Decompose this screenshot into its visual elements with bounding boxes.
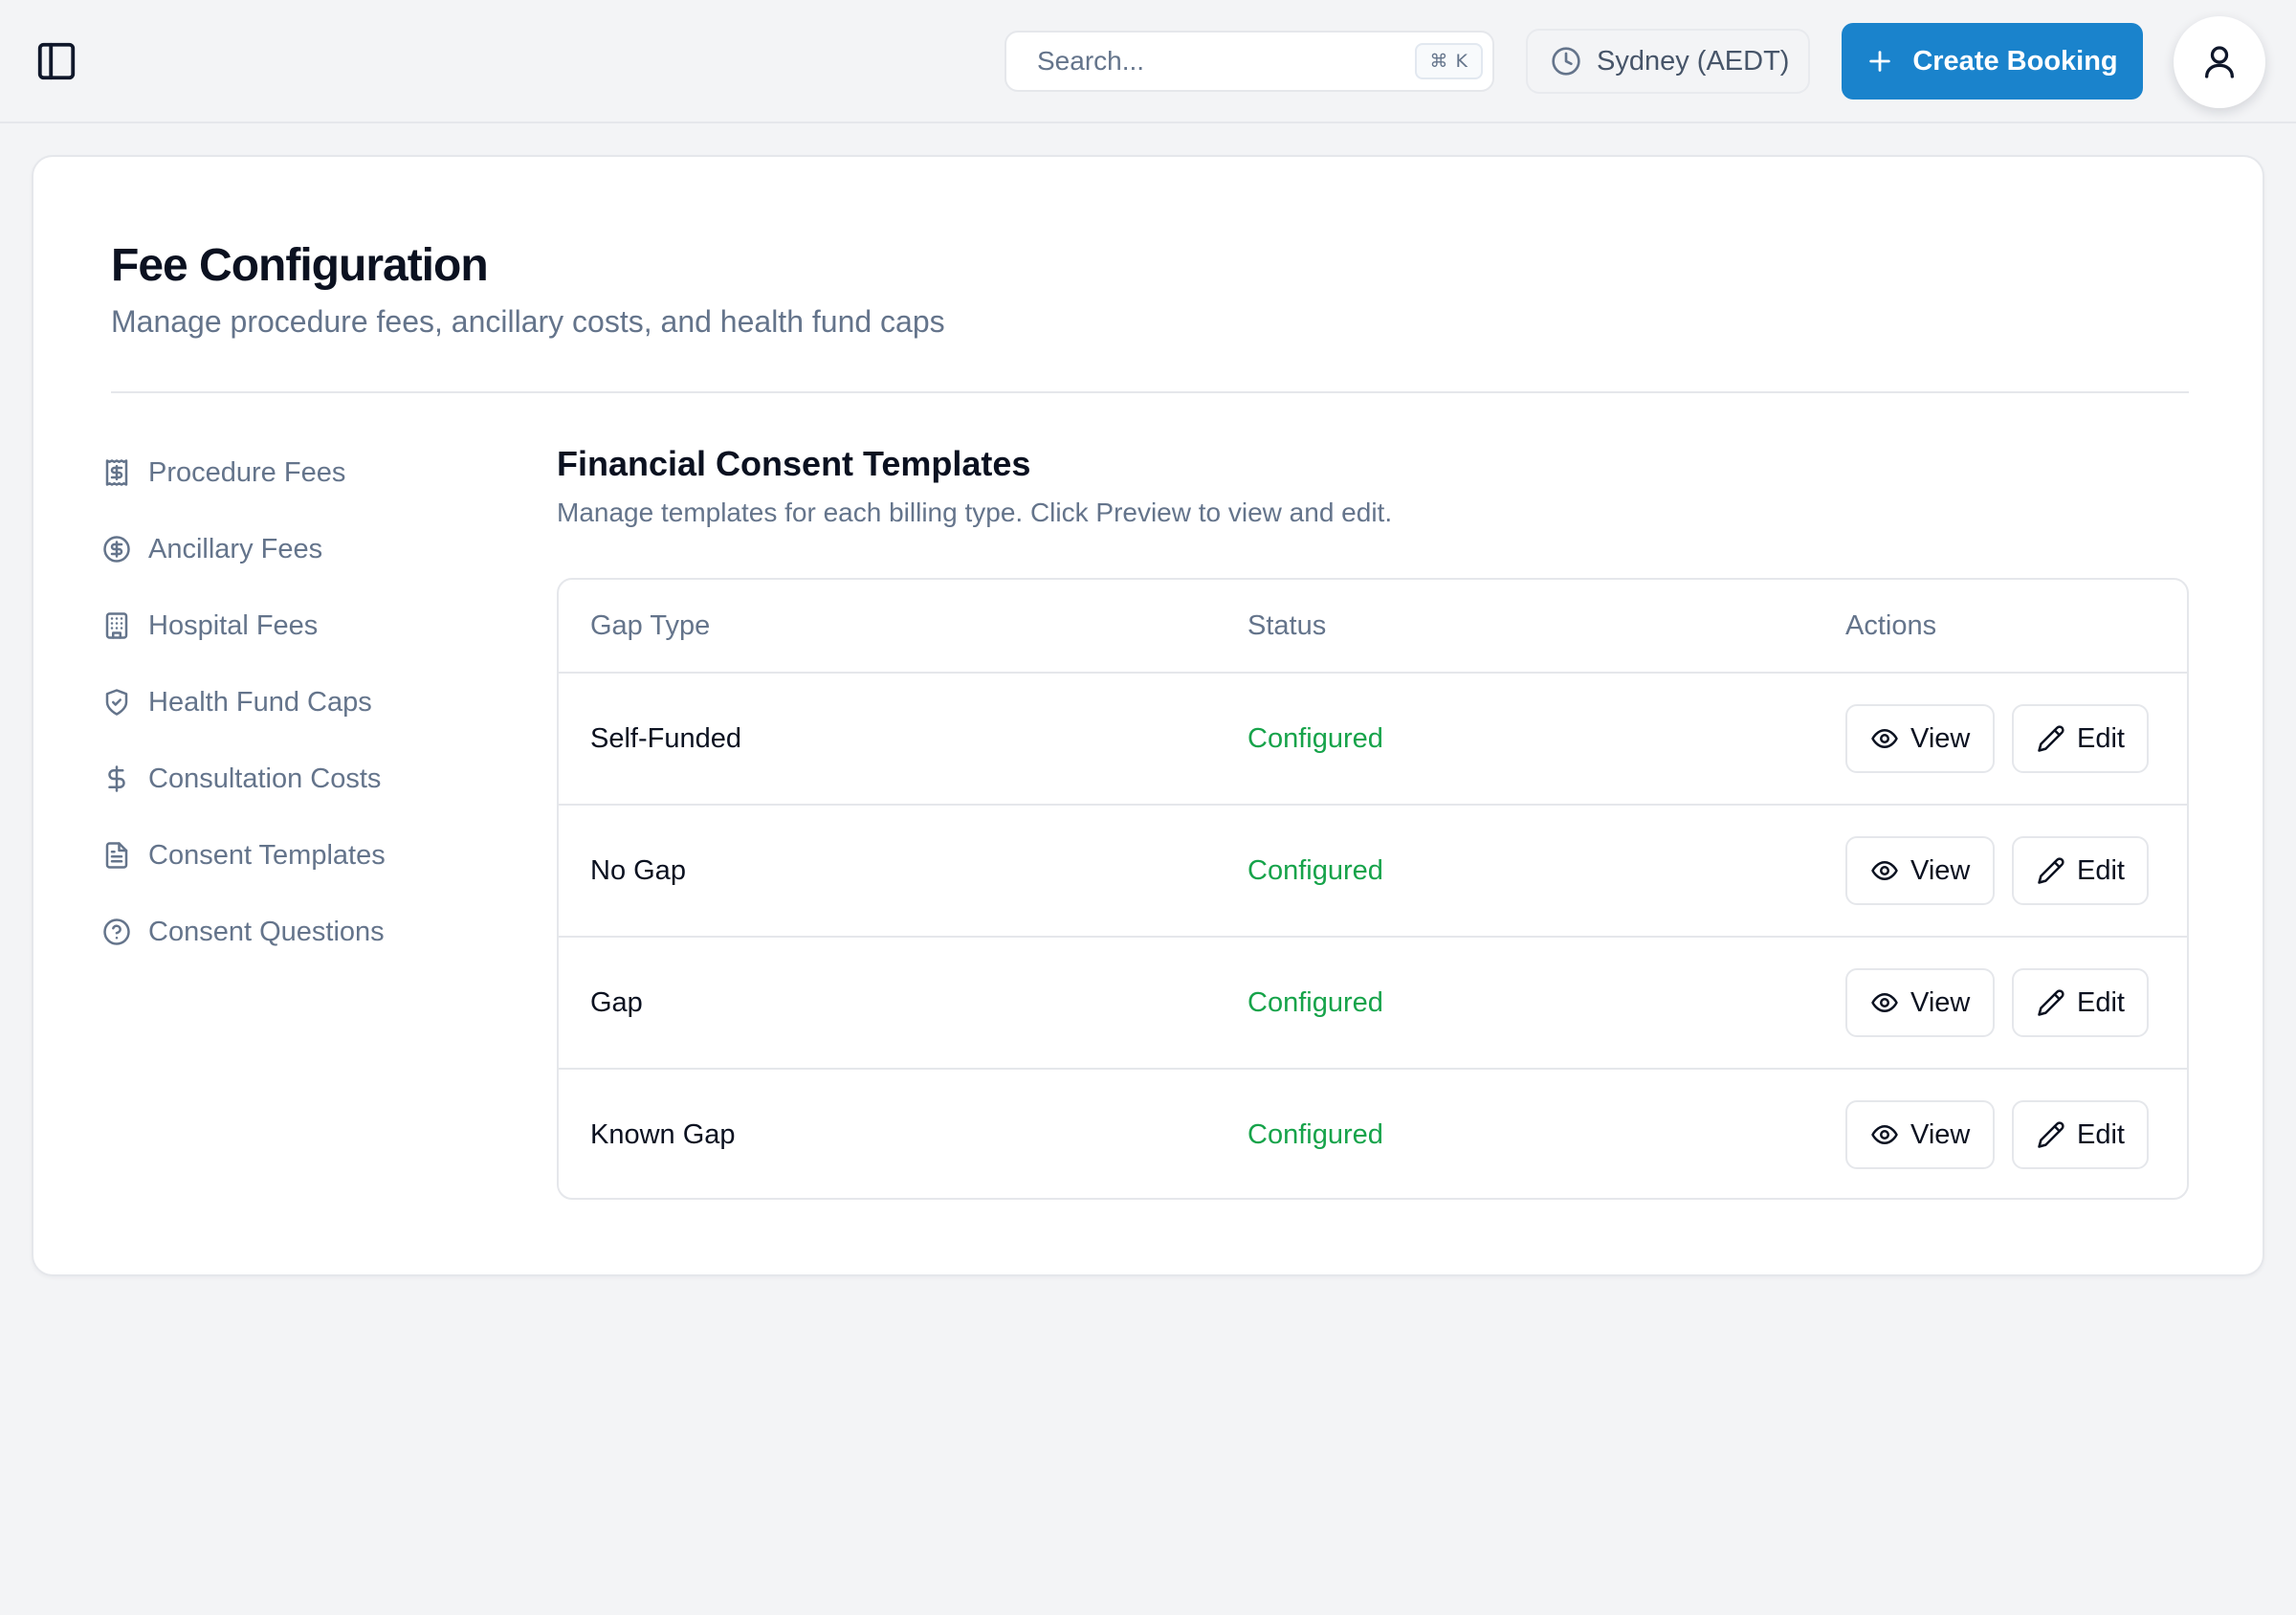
gap-type-cell: Known Gap: [590, 1118, 736, 1150]
section-title: Financial Consent Templates: [557, 444, 1031, 483]
pencil-icon: [2037, 856, 2065, 885]
view-button[interactable]: View: [1845, 836, 1995, 905]
column-header-gap-type: Gap Type: [590, 609, 711, 641]
file-text-icon: [102, 841, 131, 870]
pencil-icon: [2037, 988, 2065, 1017]
sidebar-item-label: Health Fund Caps: [148, 686, 372, 718]
gap-type-cell: Self-Funded: [590, 722, 741, 754]
section-subtitle: Manage templates for each billing type. …: [557, 498, 1393, 527]
edit-button[interactable]: Edit: [2012, 968, 2149, 1037]
actions-cell: View Edit: [1845, 674, 2149, 804]
sidebar-item-procedure-fees[interactable]: Procedure Fees: [102, 434, 504, 511]
dollar-icon: [102, 764, 131, 793]
sidebar-item-label: Procedure Fees: [148, 456, 346, 488]
table-row: No Gap Configured View Edit: [559, 804, 2187, 936]
create-booking-button[interactable]: Create Booking: [1842, 23, 2143, 100]
column-header-actions: Actions: [1845, 609, 1937, 641]
timezone-label: Sydney (AEDT): [1597, 45, 1790, 77]
page-subtitle: Manage procedure fees, ancillary costs, …: [111, 304, 945, 339]
edit-label: Edit: [2077, 854, 2125, 886]
help-circle-icon: [102, 918, 131, 946]
command-key: ⌘: [1429, 51, 1448, 72]
table-row: Self-Funded Configured View Edit: [559, 672, 2187, 804]
timezone-selector[interactable]: Sydney (AEDT): [1526, 29, 1810, 94]
shortcut-key: K: [1455, 51, 1468, 72]
consent-templates-table: Gap Type Status Actions Self-Funded Conf…: [557, 578, 2189, 1200]
table-header: Gap Type Status Actions: [559, 580, 2187, 672]
sidebar-item-consultation-costs[interactable]: Consultation Costs: [102, 741, 504, 817]
view-button[interactable]: View: [1845, 1100, 1995, 1169]
gap-type-cell: Gap: [590, 986, 643, 1018]
top-bar: ⌘ K Sydney (AEDT) Create Booking: [0, 0, 2296, 123]
view-button[interactable]: View: [1845, 968, 1995, 1037]
view-button[interactable]: View: [1845, 704, 1995, 773]
view-label: View: [1910, 854, 1971, 886]
actions-cell: View Edit: [1845, 806, 2149, 936]
settings-sidebar: Procedure Fees Ancillary Fees Hospital: [102, 434, 504, 970]
column-header-status: Status: [1247, 609, 1327, 641]
sidebar-item-label: Ancillary Fees: [148, 533, 323, 564]
edit-label: Edit: [2077, 986, 2125, 1018]
eye-icon: [1870, 724, 1899, 753]
sidebar-item-ancillary-fees[interactable]: Ancillary Fees: [102, 511, 504, 587]
search-box[interactable]: ⌘ K: [1004, 31, 1494, 92]
edit-button[interactable]: Edit: [2012, 836, 2149, 905]
status-cell: Configured: [1247, 1118, 1383, 1150]
edit-label: Edit: [2077, 722, 2125, 754]
search-shortcut-badge: ⌘ K: [1414, 43, 1483, 79]
status-cell: Configured: [1247, 986, 1383, 1018]
sidebar-item-consent-questions[interactable]: Consent Questions: [102, 894, 504, 970]
clock-icon: [1551, 46, 1581, 77]
dollar-circle-icon: [102, 535, 131, 564]
create-booking-label: Create Booking: [1912, 45, 2118, 77]
actions-cell: View Edit: [1845, 1070, 2149, 1198]
status-cell: Configured: [1247, 854, 1383, 886]
eye-icon: [1870, 856, 1899, 885]
plus-icon: [1866, 48, 1893, 75]
shield-check-icon: [102, 688, 131, 717]
sidebar-item-label: Consent Questions: [148, 916, 385, 947]
sidebar-item-health-fund-caps[interactable]: Health Fund Caps: [102, 664, 504, 741]
actions-cell: View Edit: [1845, 938, 2149, 1068]
view-label: View: [1910, 986, 1971, 1018]
sidebar-toggle-icon[interactable]: [34, 39, 78, 83]
search-input[interactable]: [1037, 46, 1415, 77]
eye-icon: [1870, 1120, 1899, 1149]
user-avatar-button[interactable]: [2174, 16, 2265, 108]
edit-button[interactable]: Edit: [2012, 1100, 2149, 1169]
table-row: Known Gap Configured View Edit: [559, 1068, 2187, 1198]
fee-configuration-card: Fee Configuration Manage procedure fees,…: [32, 155, 2264, 1276]
view-label: View: [1910, 722, 1971, 754]
table-row: Gap Configured View Edit: [559, 936, 2187, 1068]
divider: [111, 391, 2189, 393]
pencil-icon: [2037, 1120, 2065, 1149]
status-cell: Configured: [1247, 722, 1383, 754]
edit-button[interactable]: Edit: [2012, 704, 2149, 773]
sidebar-item-label: Hospital Fees: [148, 609, 319, 641]
page-title: Fee Configuration: [111, 240, 489, 291]
sidebar-item-consent-templates[interactable]: Consent Templates: [102, 817, 504, 894]
building-icon: [102, 611, 131, 640]
eye-icon: [1870, 988, 1899, 1017]
sidebar-item-label: Consultation Costs: [148, 763, 382, 794]
edit-label: Edit: [2077, 1118, 2125, 1150]
sidebar-item-label: Consent Templates: [148, 839, 386, 871]
pencil-icon: [2037, 724, 2065, 753]
user-icon: [2200, 43, 2239, 81]
sidebar-item-hospital-fees[interactable]: Hospital Fees: [102, 587, 504, 664]
receipt-icon: [102, 458, 131, 487]
gap-type-cell: No Gap: [590, 854, 686, 886]
view-label: View: [1910, 1118, 1971, 1150]
